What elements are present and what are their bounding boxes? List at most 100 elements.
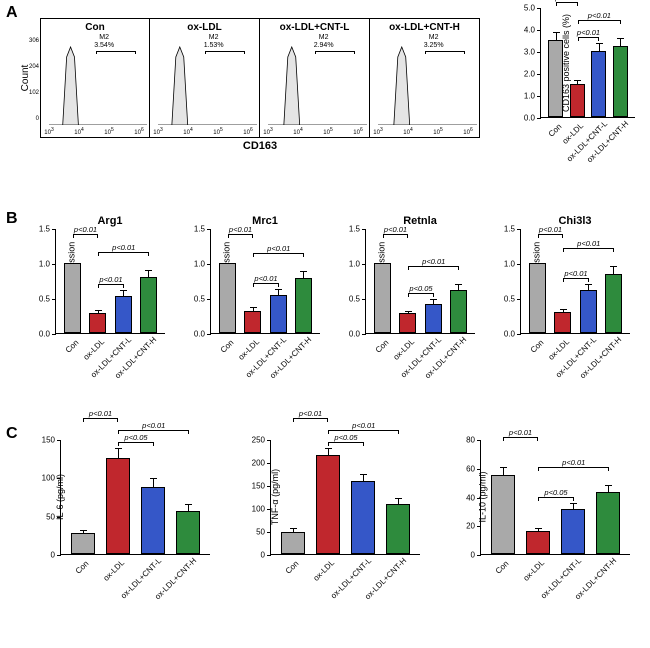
bar-con [281, 532, 305, 554]
flow-xtick: 104 [293, 127, 302, 136]
chart-title: Arg1 [55, 215, 165, 227]
significance-label: p<0.01 [588, 11, 611, 20]
error-bar [620, 38, 621, 47]
significance-label: p<0.05 [544, 488, 567, 497]
panel-b-label: B [6, 210, 18, 228]
chart-plot-area: TNF-α (pg/ml)050100150200250p<0.01p<0.05… [270, 440, 420, 555]
bar-con [219, 263, 236, 333]
bar-con [548, 40, 563, 117]
error-bar [458, 284, 459, 291]
bar-ox-ldl-cnt-l [561, 509, 585, 554]
flow-xtick: 105 [323, 127, 332, 136]
chart-ytick-label: 1.5 [349, 225, 366, 234]
chart-ytick-label: 0.0 [504, 330, 521, 339]
flow-panel-2: ox-LDL+CNT-LM22.94%103104105106 [260, 18, 370, 138]
bar-ox-ldl [526, 531, 550, 554]
chart-ytick-label: 0.5 [39, 295, 56, 304]
bar-ox-ldl-cnt-h [295, 278, 312, 333]
chart-ytick-label: 1.5 [39, 225, 56, 234]
significance-bracket [556, 2, 578, 6]
error-bar [577, 80, 578, 86]
chart-ytick-label: 1.0 [194, 260, 211, 269]
significance-bracket [328, 430, 399, 434]
error-bar [253, 307, 254, 311]
significance-label: p<0.01 [564, 269, 587, 278]
bar-ox-ldl-cnt-h [613, 46, 628, 118]
bar-ox-ldl [316, 455, 340, 554]
chart-ytick-label: 1.0 [504, 260, 521, 269]
significance-label: p<0.01 [142, 421, 165, 430]
bar-ox-ldl-cnt-l [425, 304, 442, 333]
chart-ytick-label: 0.5 [194, 295, 211, 304]
chart-x-label: Con [528, 338, 545, 355]
chart-ytick-label: 0.0 [524, 114, 541, 123]
significance-bracket [578, 20, 622, 24]
bar-con [529, 263, 546, 333]
flow-histogram [268, 45, 367, 125]
significance-label: p<0.05 [409, 284, 432, 293]
bar-ox-ldl-cnt-l [351, 481, 375, 554]
error-bar [98, 310, 99, 314]
chart-ytick-label: 1.0 [524, 92, 541, 101]
error-bar [503, 467, 504, 476]
chart-plot-area: Relative expression0.00.51.01.5p<0.01p<0… [520, 229, 630, 334]
chart-ytick-label: 100 [252, 505, 271, 514]
flow-xtick: 106 [134, 127, 143, 136]
panel-b-chart-chi3l3: Chi3l3 Relative expression0.00.51.01.5p<0… [520, 215, 635, 334]
significance-label: p<0.01 [229, 225, 252, 234]
error-bar [573, 503, 574, 510]
chart-plot-area: IL-10 (pg/ml)020406080p<0.01p<0.05p<0.01… [480, 440, 630, 555]
significance-label: p<0.01 [74, 225, 97, 234]
bar-ox-ldl [570, 84, 585, 117]
significance-label: p<0.01 [384, 225, 407, 234]
chart-title: Chi3l3 [520, 215, 630, 227]
significance-bracket [118, 442, 154, 446]
error-bar [608, 485, 609, 494]
chart-ytick-label: 60 [466, 464, 481, 473]
significance-label: p<0.01 [577, 239, 600, 248]
significance-label: p<0.01 [509, 428, 532, 437]
bar-ox-ldl-cnt-l [591, 51, 606, 117]
bar-ox-ldl-cnt-h [386, 504, 410, 554]
bar-ox-ldl-cnt-h [605, 274, 622, 334]
chart-ytick-label: 0.0 [194, 330, 211, 339]
chart-plot-area: Relative expression0.00.51.01.5p<0.01p<0… [365, 229, 475, 334]
significance-label: p<0.01 [562, 458, 585, 467]
flow-xtick: 104 [183, 127, 192, 136]
bar-ox-ldl-cnt-l [115, 296, 132, 333]
flow-xtick: 104 [403, 127, 412, 136]
panel-b-chart-mrc1: Mrc1Relative expression0.00.51.01.5p<0.0… [210, 215, 325, 334]
chart-ytick-label: 3.0 [524, 48, 541, 57]
chart-ytick-label: 0.5 [504, 295, 521, 304]
significance-bracket [253, 283, 279, 287]
error-bar [118, 448, 119, 460]
flow-panel-3: ox-LDL+CNT-HM23.25%103104105106 [370, 18, 480, 138]
error-bar [278, 289, 279, 296]
chart-ytick-label: 0.5 [349, 295, 366, 304]
flow-xtick: 103 [373, 127, 382, 136]
flow-y-axis-label: Count [20, 65, 31, 92]
flow-ytick: 306 [29, 38, 39, 44]
error-bar [538, 528, 539, 532]
bar-con [374, 263, 391, 333]
significance-label: p<0.05 [124, 433, 147, 442]
flow-xtick: 103 [44, 127, 53, 136]
error-bar [433, 299, 434, 305]
significance-bracket [98, 284, 124, 288]
panel-c-chart-0: IL-6 (pg/ml)050100150p<0.01p<0.05p<0.01C… [60, 440, 215, 555]
error-bar [188, 504, 189, 512]
significance-label: p<0.05 [334, 433, 357, 442]
bar-ox-ldl-cnt-h [596, 492, 620, 554]
significance-label: p<0.01 [352, 421, 375, 430]
flow-xtick: 103 [263, 127, 272, 136]
significance-label: p<0.01 [555, 0, 578, 2]
significance-bracket [578, 37, 600, 41]
flow-xtick: 105 [433, 127, 442, 136]
error-bar [613, 266, 614, 274]
chart-ytick-label: 50 [256, 528, 271, 537]
significance-bracket [73, 234, 99, 238]
flow-panel-title: Con [41, 22, 149, 33]
bar-con [64, 263, 81, 333]
chart-ytick-label: 0 [51, 551, 61, 560]
cd163-bar-chart: CD163 positive cells (%)0.01.02.03.04.05… [540, 8, 640, 118]
